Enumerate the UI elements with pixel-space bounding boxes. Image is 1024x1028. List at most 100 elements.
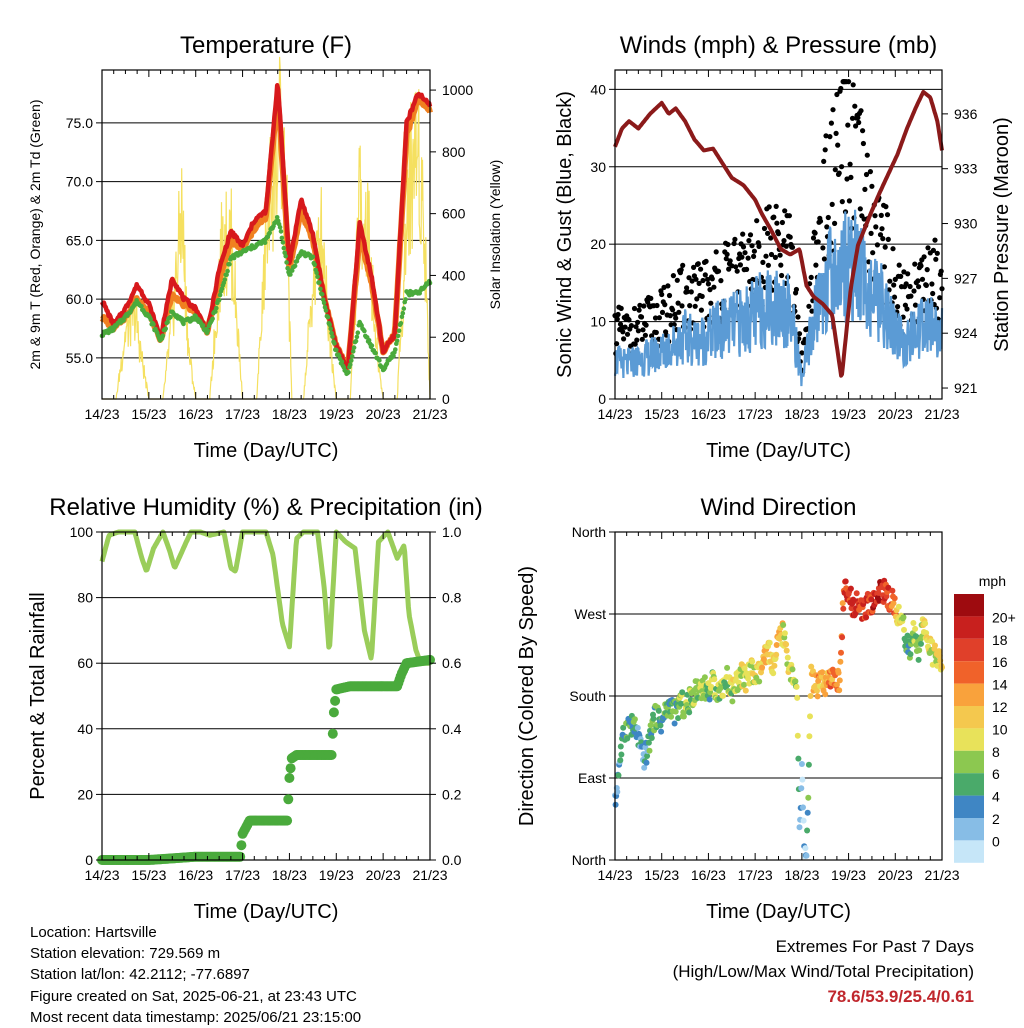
direction-point	[794, 732, 801, 739]
gust-point	[739, 254, 745, 260]
x-tick-label: 17/23	[225, 406, 260, 422]
gust-point	[624, 331, 631, 337]
x-axis-label: Time (Day/UTC)	[194, 440, 339, 462]
direction-point	[910, 620, 917, 626]
gust-point	[632, 341, 638, 347]
gust-point	[833, 130, 839, 136]
gust-point	[747, 232, 754, 238]
gust-point	[828, 120, 835, 126]
legend-label: 0	[992, 833, 1000, 849]
gust-point	[925, 245, 931, 251]
dewpoint-point	[317, 280, 322, 285]
gust-point	[832, 167, 838, 173]
dewpoint-point	[225, 268, 230, 274]
y-tick-label: 0	[85, 852, 93, 868]
direction-point	[891, 595, 898, 602]
direction-point	[645, 739, 652, 746]
gust-point	[882, 244, 888, 250]
legend-swatch	[954, 616, 984, 639]
gust-point	[763, 253, 769, 259]
dewpoint-point	[353, 338, 359, 344]
direction-point	[808, 663, 815, 670]
gust-point	[652, 315, 659, 321]
direction-point	[749, 658, 756, 665]
legend-label: 12	[992, 699, 1008, 715]
direction-point	[641, 764, 648, 771]
y2-tick-label: 927	[954, 270, 978, 286]
gust-point	[838, 85, 844, 92]
direction-point	[781, 630, 788, 637]
gust-point	[648, 295, 654, 301]
gust-point	[687, 303, 693, 309]
x-tick-label: 20/23	[878, 406, 913, 422]
gust-point	[749, 243, 755, 249]
dewpoint-point	[346, 370, 351, 375]
gust-point	[918, 263, 924, 269]
legend-label: 4	[992, 789, 1000, 805]
precip-point	[284, 773, 295, 783]
gust-point	[708, 300, 714, 306]
gust-point	[795, 314, 801, 320]
direction-point	[836, 687, 843, 694]
direction-point	[936, 648, 943, 655]
gust-point	[731, 240, 737, 247]
gust-point	[933, 256, 939, 262]
x-tick-label: 15/23	[131, 406, 166, 422]
gust-point	[878, 212, 884, 218]
y2-tick-label: 800	[442, 144, 466, 160]
direction-point	[805, 761, 812, 768]
gust-point	[860, 140, 867, 147]
direction-point	[822, 691, 829, 698]
y-axis-label: Percent & Total Rainfall	[27, 592, 49, 800]
legend-swatch	[954, 683, 984, 706]
y-tick-label: 30	[590, 159, 606, 175]
y2-tick-label: 933	[954, 161, 978, 177]
direction-point	[800, 817, 807, 824]
direction-point	[812, 682, 819, 689]
speed-legend: mph 20+ 18 16 14 12 10 8 6 4 2 0	[954, 573, 1016, 863]
x-tick-label: 14/23	[84, 867, 119, 883]
dewpoint-point	[210, 316, 215, 322]
direction-point	[875, 589, 882, 596]
gust-point	[839, 199, 845, 205]
dewpoint-point	[369, 343, 375, 348]
gust-point	[869, 183, 875, 189]
chart-title: Temperature (F)	[180, 32, 352, 59]
direction-point	[657, 722, 664, 729]
direction-point	[770, 670, 777, 677]
chart-title: Relative Humidity (%) & Precipitation (i…	[49, 494, 482, 521]
y-tick-label: 80	[77, 590, 93, 606]
dewpoint-point	[323, 308, 329, 313]
gust-point	[884, 212, 891, 218]
gust-point	[898, 273, 904, 279]
direction-series	[612, 577, 945, 860]
precip-point	[327, 728, 338, 739]
dewpoint-point	[227, 261, 232, 267]
gust-point	[618, 305, 624, 311]
gust-point	[847, 161, 853, 167]
direction-point	[900, 614, 907, 621]
gust-point	[907, 283, 913, 290]
y2-tick-label: 0	[442, 391, 450, 407]
direction-point	[643, 759, 650, 766]
gust-point	[729, 263, 735, 269]
dewpoint-point	[292, 263, 298, 269]
gust-point	[938, 268, 944, 274]
direction-point	[912, 625, 919, 632]
extremes-block: Extremes For Past 7 Days (High/Low/Max W…	[673, 934, 974, 1009]
dewpoint-point	[350, 349, 356, 354]
direction-point	[671, 720, 678, 727]
gust-point	[905, 271, 911, 277]
gust-point	[932, 237, 938, 243]
direction-point	[617, 743, 624, 750]
gust-point	[822, 147, 828, 153]
gust-point	[810, 235, 817, 241]
gust-point	[633, 324, 639, 330]
gust-point	[779, 272, 785, 279]
gust-point	[659, 291, 665, 298]
direction-point	[819, 669, 826, 676]
gust-point	[872, 213, 878, 219]
legend-swatch	[954, 818, 984, 841]
gust-point	[783, 243, 789, 249]
gust-point	[825, 214, 831, 221]
